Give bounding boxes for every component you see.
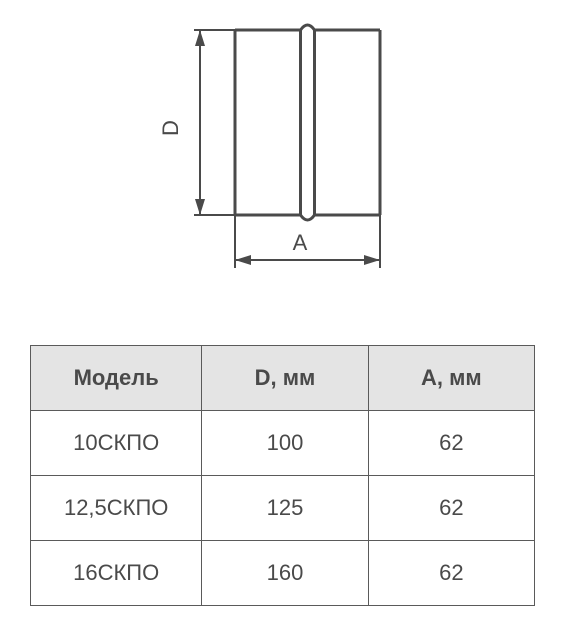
col-header-model: Модель [31,346,202,411]
spec-table-wrapper: Модель D, мм A, мм 10СКПО 100 62 12,5СКП… [30,345,535,606]
dimension-a: A [235,215,380,268]
col-header-d: D, мм [202,346,368,411]
table-row: 16СКПО 160 62 [31,541,535,606]
cell-a: 62 [368,476,534,541]
spec-table: Модель D, мм A, мм 10СКПО 100 62 12,5СКП… [30,345,535,606]
table-row: 10СКПО 100 62 [31,411,535,476]
cell-model: 12,5СКПО [31,476,202,541]
table-row: 12,5СКПО 125 62 [31,476,535,541]
cell-model: 16СКПО [31,541,202,606]
col-header-a: A, мм [368,346,534,411]
page-root: D A Модель D, мм [0,0,565,637]
coupling-body [235,25,380,220]
cell-d: 100 [202,411,368,476]
cell-d: 160 [202,541,368,606]
technical-diagram: D A [0,0,565,320]
dimension-a-label: A [293,230,308,255]
cell-d: 125 [202,476,368,541]
cell-a: 62 [368,541,534,606]
cell-a: 62 [368,411,534,476]
dimension-d-label: D [158,120,183,136]
cell-model: 10СКПО [31,411,202,476]
dimension-d: D [158,30,235,215]
diagram-svg: D A [0,0,565,320]
table-header-row: Модель D, мм A, мм [31,346,535,411]
